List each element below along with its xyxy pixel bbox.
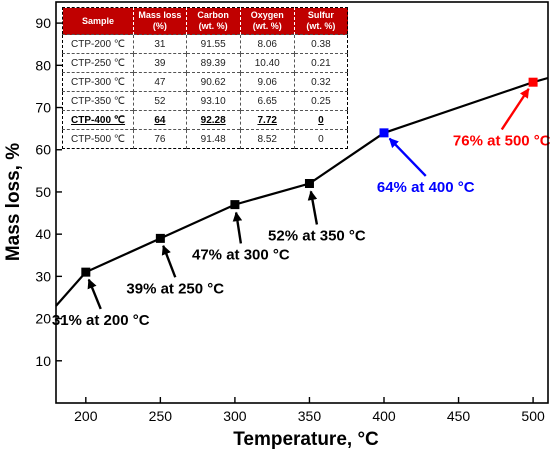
annotation-label: 31% at 200 °C [52,312,150,329]
x-tick-label: 250 [149,408,173,424]
table-row: CTP-300 ℃ 47 90.62 9.06 0.32 [62,72,348,92]
annotation-arrow [388,137,427,177]
table-cell: 0 [294,110,348,130]
annotation-label: 52% at 350 °C [268,227,366,244]
table-cell: 0.38 [294,34,348,54]
y-tick-label: 90 [35,15,51,31]
table-cell: CTP-300 ℃ [62,72,135,92]
table-cell: 90.62 [186,72,241,92]
y-tick-label: 60 [35,142,51,158]
y-tick-label: 50 [35,184,51,200]
table-cell: CTP-500 ℃ [62,129,135,149]
table-cell: 31 [133,34,187,54]
data-point [379,128,389,138]
annotation-label: 76% at 500 °C [453,133,550,150]
data-point [528,77,538,87]
composition-table: Sample Mass loss (%) Carbon (wt. %) Oxygen… [62,7,348,149]
annotation-label: 39% at 250 °C [126,280,224,297]
table-cell: 93.10 [186,91,241,111]
table-cell: 64 [133,110,187,130]
table-cell: CTP-200 ℃ [62,34,135,54]
header-mass-loss: Mass loss (%) [133,7,187,35]
table-cell: 52 [133,91,187,111]
table-cell: 47 [133,72,187,92]
annotation-arrow [232,211,243,244]
table-cell: 0.21 [294,53,348,73]
table-cell: 0 [294,129,348,149]
data-point [155,233,165,243]
header-sample: Sample [62,7,135,35]
y-tick-label: 30 [35,268,51,284]
x-axis-title: Temperature, °C [233,429,379,450]
x-tick-label: 200 [74,408,98,424]
data-point [230,200,240,210]
table-cell: 92.28 [186,110,241,130]
table-cell: CTP-250 ℃ [62,53,135,73]
annotations: 31% at 200 °C 39% at 250 °C 47% at 300 °C 5… [52,88,550,329]
data-point [304,179,314,189]
table-cell: 8.52 [240,129,295,149]
table-cell: 0.25 [294,91,348,111]
y-tick-label: 20 [35,311,51,327]
table-cell: CTP-400 ℃ [62,110,135,130]
x-tick-label: 400 [372,408,396,424]
table-cell: 6.65 [240,91,295,111]
annotation-arrow [87,278,102,310]
annotation-arrow [307,190,319,225]
data-point [81,267,91,277]
header-carbon: Carbon (wt. %) [186,7,241,35]
table-cell: 10.40 [240,53,295,73]
y-tick-label: 10 [35,353,51,369]
table-cell: CTP-350 ℃ [62,91,135,111]
x-tick-label: 450 [447,408,471,424]
series-line [55,76,549,307]
annotation-label: 64% at 400 °C [377,179,475,196]
table-cell: 91.48 [186,129,241,149]
axis-ticks: 200 250 300 350 400 450 500 10 20 30 40 50 60 70 80 90 [35,15,545,424]
table-cell: 91.55 [186,34,241,54]
annotation-label: 47% at 300 °C [192,246,290,263]
table-cell: 0.32 [294,72,348,92]
table-row: CTP-250 ℃ 39 89.39 10.40 0.21 [62,53,348,73]
table-header-row: Sample Mass loss (%) Carbon (wt. %) Oxygen… [62,7,348,35]
table-row: CTP-500 ℃ 76 91.48 8.52 0 [62,129,348,149]
plot-area [55,76,549,307]
x-tick-label: 350 [298,408,322,424]
plot-frame [55,1,549,404]
table-row: CTP-350 ℃ 52 93.10 6.65 0.25 [62,91,348,111]
y-tick-label: 70 [35,100,51,116]
x-tick-label: 500 [521,408,545,424]
y-tick-label: 80 [35,57,51,73]
table-cell: 8.06 [240,34,295,54]
table-body: CTP-200 ℃ 31 91.55 8.06 0.38 CTP-250 ℃ 39 89.39… [62,34,348,149]
x-tick-label: 300 [223,408,247,424]
y-axis-title: Mass loss, % [3,143,24,261]
table-cell: 39 [133,53,187,73]
table-row: CTP-200 ℃ 31 91.55 8.06 0.38 [62,34,348,54]
header-sulfur: Sulfur (wt. %) [294,7,348,35]
table-cell: 9.06 [240,72,295,92]
table-cell: 89.39 [186,53,241,73]
header-oxygen: Oxygen (wt. %) [240,7,295,35]
annotation-arrow [500,88,530,131]
annotation-arrow [161,244,177,278]
table-row: CTP-400 ℃ 64 92.28 7.72 0 [62,110,348,130]
table-cell: 76 [133,129,187,149]
y-tick-label: 40 [35,226,51,242]
table-cell: 7.72 [240,110,295,130]
